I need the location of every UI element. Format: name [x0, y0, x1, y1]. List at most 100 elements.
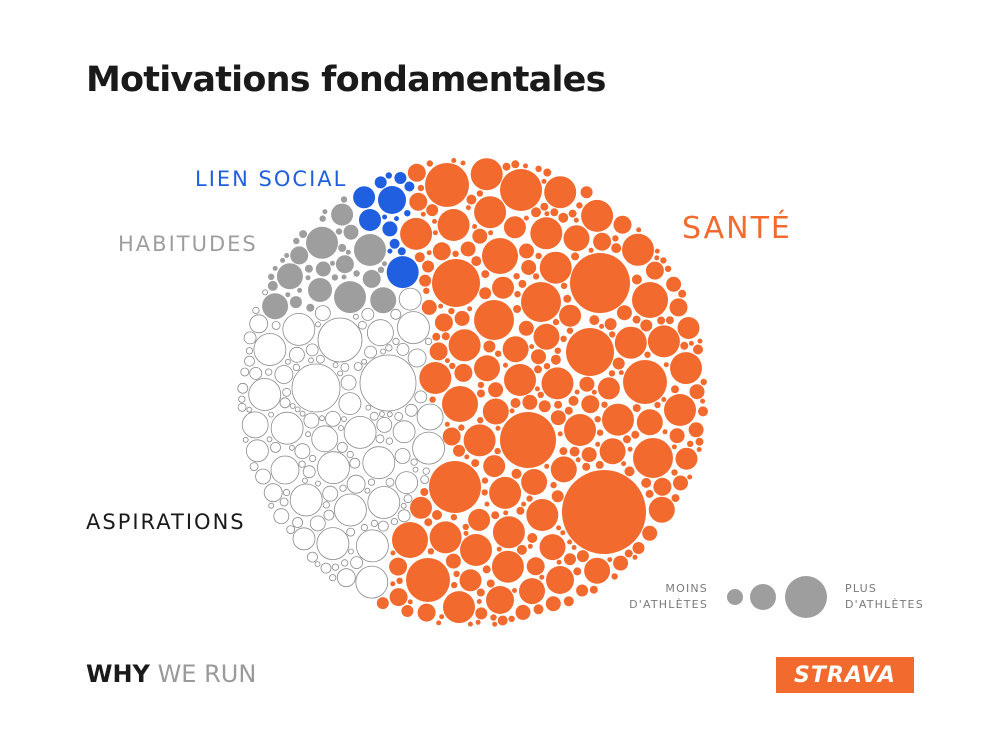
bubble-sante	[432, 218, 437, 224]
bubble-sante	[526, 495, 533, 502]
bubble-sante	[425, 163, 469, 207]
bubble-sante	[700, 398, 706, 404]
bubble-aspirations	[262, 289, 269, 296]
bubble-sante	[450, 514, 458, 521]
bubble-habitudes	[299, 230, 308, 239]
bubble-sante	[514, 291, 521, 298]
bubble-sante	[669, 428, 685, 444]
bubble-sante	[671, 385, 679, 394]
bubble-sante	[550, 456, 577, 483]
bubble-sante	[429, 396, 436, 403]
bubble-sante	[503, 510, 509, 516]
bubble-aspirations	[299, 410, 306, 417]
bubble-aspirations	[249, 314, 269, 334]
bubble-aspirations	[348, 548, 354, 555]
bubble-aspirations	[397, 509, 411, 523]
bubble-aspirations	[404, 403, 418, 417]
bubble-sante	[463, 424, 496, 457]
bubble-sante	[432, 510, 442, 520]
bubble-sante	[581, 199, 614, 232]
bubble-sante	[443, 591, 475, 624]
bubble-aspirations	[365, 404, 372, 411]
bubble-habitudes	[315, 261, 331, 277]
bubble-sante	[654, 401, 661, 409]
bubble-sante	[452, 250, 459, 257]
bubble-sante	[636, 227, 642, 233]
bubble-sante	[454, 310, 470, 326]
bubble-aspirations	[416, 403, 444, 431]
bubble-sante	[496, 546, 502, 552]
bubble-sante	[519, 578, 545, 605]
bubble-aspirations	[369, 411, 379, 421]
bubble-sante	[521, 501, 527, 507]
bubble-aspirations	[346, 450, 354, 459]
label-sante: SANTÉ	[682, 210, 792, 246]
bubble-sante	[526, 499, 559, 531]
bubble-aspirations	[331, 563, 339, 571]
bubble-sante	[657, 316, 666, 325]
bubble-aspirations	[245, 347, 253, 355]
bubble-sante	[632, 554, 638, 560]
bubble-sante	[570, 253, 630, 313]
bubble-sante	[471, 256, 482, 267]
bubble-sante	[533, 604, 544, 615]
bubble-sante	[607, 557, 613, 563]
bubble-sante	[568, 209, 577, 218]
bubble-aspirations	[407, 348, 427, 368]
bubble-aspirations	[323, 509, 335, 521]
bubble-aspirations	[316, 527, 350, 560]
bubble-sante	[421, 299, 437, 315]
bubble-sante	[486, 586, 514, 614]
bubble-sante	[623, 360, 667, 404]
bubble-sante	[532, 273, 540, 280]
bubble-aspirations	[341, 559, 349, 567]
bubble-aspirations	[271, 321, 281, 330]
bubble-aspirations	[289, 483, 323, 517]
label-lien-social: LIEN SOCIAL	[195, 167, 347, 191]
bubble-sante	[664, 265, 672, 272]
bubble-habitudes	[343, 224, 359, 240]
bubble-sante	[613, 215, 632, 234]
bubble-lien-social	[397, 247, 406, 256]
bubble-aspirations	[270, 411, 304, 445]
bubble-sante	[558, 212, 569, 223]
bubble-aspirations	[242, 436, 249, 443]
bubble-aspirations	[244, 355, 255, 367]
bubble-sante	[564, 414, 596, 446]
bubble-sante	[400, 217, 433, 250]
bubble-sante	[419, 362, 452, 394]
bubble-aspirations	[359, 354, 417, 412]
bubble-sante	[444, 358, 450, 364]
bubble-aspirations	[336, 441, 348, 453]
bubble-sante	[697, 338, 703, 344]
bubble-sante	[429, 521, 462, 554]
bubble-habitudes	[362, 269, 381, 288]
bubble-aspirations	[315, 354, 325, 364]
bubble-sante	[468, 508, 491, 531]
bubble-lien-social	[394, 216, 399, 222]
bubble-sante	[521, 469, 548, 495]
bubble-aspirations	[357, 320, 367, 330]
bubble-sante	[417, 603, 436, 622]
bubble-aspirations	[270, 441, 281, 453]
chart-title: Motivations fondamentales	[86, 60, 606, 100]
bubble-sante	[474, 355, 500, 382]
bubble-aspirations	[367, 486, 401, 519]
bubble-sante	[560, 530, 566, 536]
bubble-sante	[442, 427, 461, 446]
bubble-sante	[426, 250, 432, 256]
bubble-sante	[441, 332, 450, 341]
bubble-sante	[543, 168, 552, 177]
bubble-habitudes	[335, 255, 354, 274]
bubble-aspirations	[302, 465, 316, 479]
bubble-aspirations	[268, 411, 275, 418]
bubble-sante	[534, 365, 542, 374]
bubble-sante	[544, 211, 550, 217]
bubble-sante	[502, 162, 511, 171]
bubble-sante	[467, 621, 473, 627]
bubble-sante	[432, 259, 480, 307]
bubble-sante	[537, 391, 544, 398]
bubble-habitudes	[262, 293, 289, 320]
bubble-sante	[689, 384, 705, 400]
bubble-aspirations	[249, 462, 259, 472]
